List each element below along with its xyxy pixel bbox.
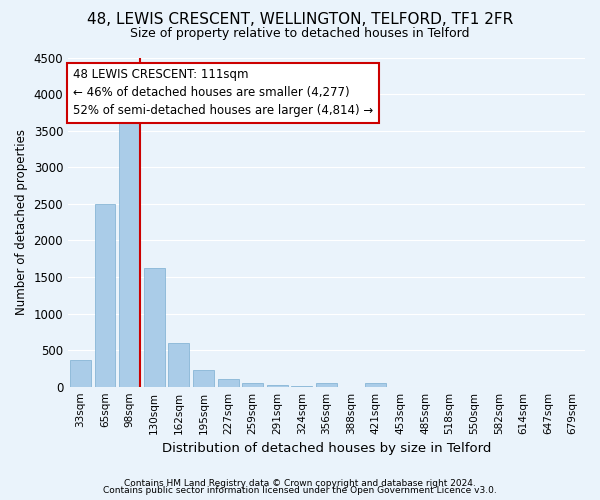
Text: Size of property relative to detached houses in Telford: Size of property relative to detached ho… bbox=[130, 28, 470, 40]
Bar bbox=[365, 383, 386, 386]
Bar bbox=[316, 383, 337, 386]
Bar bbox=[95, 204, 115, 386]
X-axis label: Distribution of detached houses by size in Telford: Distribution of detached houses by size … bbox=[162, 442, 491, 455]
Bar bbox=[169, 343, 189, 386]
Bar bbox=[119, 112, 140, 386]
Bar bbox=[193, 370, 214, 386]
Bar bbox=[218, 380, 239, 386]
Bar bbox=[144, 268, 164, 386]
Text: 48, LEWIS CRESCENT, WELLINGTON, TELFORD, TF1 2FR: 48, LEWIS CRESCENT, WELLINGTON, TELFORD,… bbox=[87, 12, 513, 28]
Text: Contains public sector information licensed under the Open Government Licence v3: Contains public sector information licen… bbox=[103, 486, 497, 495]
Bar bbox=[242, 382, 263, 386]
Y-axis label: Number of detached properties: Number of detached properties bbox=[15, 129, 28, 315]
Bar bbox=[267, 385, 288, 386]
Text: Contains HM Land Registry data © Crown copyright and database right 2024.: Contains HM Land Registry data © Crown c… bbox=[124, 478, 476, 488]
Bar bbox=[70, 360, 91, 386]
Text: 48 LEWIS CRESCENT: 111sqm
← 46% of detached houses are smaller (4,277)
52% of se: 48 LEWIS CRESCENT: 111sqm ← 46% of detac… bbox=[73, 68, 373, 117]
